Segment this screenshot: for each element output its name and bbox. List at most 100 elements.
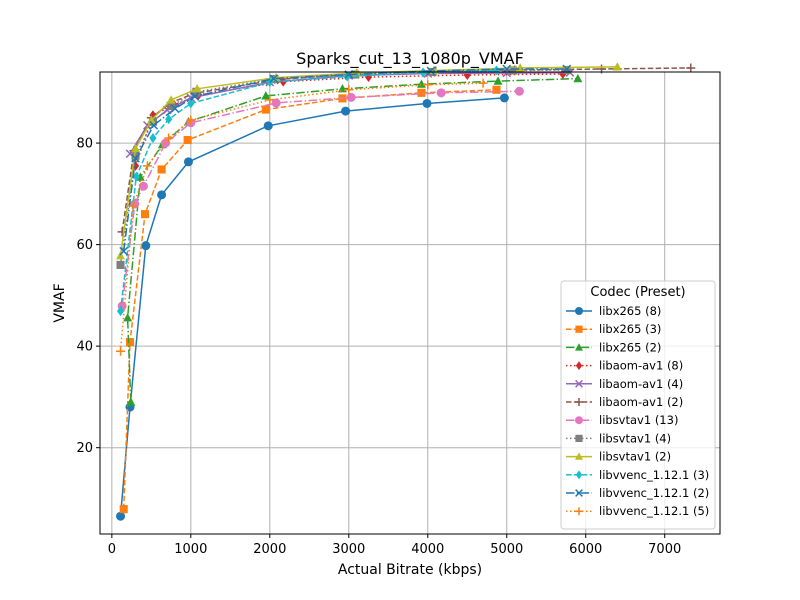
- data-point: [138, 181, 148, 191]
- legend-swatch-marker: [575, 379, 583, 388]
- legend-label: libaom-av1 (8): [599, 359, 683, 373]
- data-point: [164, 133, 174, 143]
- legend-label: libaom-av1 (2): [599, 395, 683, 409]
- x-tick-label: 7000: [648, 542, 681, 557]
- legend-item: libx265 (2): [566, 340, 661, 354]
- data-point: [478, 78, 488, 88]
- data-point: [165, 114, 173, 125]
- data-point: [499, 93, 509, 103]
- data-point: [612, 62, 622, 71]
- data-point: [419, 67, 427, 78]
- data-point: [265, 95, 275, 105]
- data-point: [463, 70, 471, 80]
- legend-item: libaom-av1 (8): [566, 359, 683, 373]
- data-point: [140, 210, 150, 219]
- data-point: [146, 115, 156, 124]
- y-tick-label: 80: [76, 137, 93, 152]
- legend-label: libx265 (2): [599, 340, 661, 354]
- data-point: [426, 66, 436, 76]
- data-point: [126, 397, 136, 406]
- legend-label: libaom-av1 (4): [599, 377, 683, 391]
- series-line: [126, 77, 578, 403]
- data-point: [149, 133, 157, 143]
- legend-label: libsvtav1 (13): [599, 413, 678, 427]
- legend-item: libsvtav1 (13): [566, 413, 678, 427]
- x-tick-label: 1000: [174, 542, 207, 557]
- data-point: [119, 246, 129, 256]
- data-point: [492, 65, 501, 76]
- series-11: [116, 78, 488, 356]
- data-point: [436, 88, 446, 98]
- data-point: [170, 104, 180, 113]
- data-point: [119, 505, 128, 514]
- legend-label: libsvtav1 (4): [599, 431, 671, 445]
- series-layer: [116, 62, 696, 521]
- legend-item: libaom-av1 (4): [566, 377, 683, 391]
- data-point: [417, 88, 426, 97]
- legend-label: libx265 (8): [599, 304, 661, 318]
- legend-swatch-marker: [575, 307, 583, 315]
- data-point: [131, 153, 140, 163]
- data-point: [123, 312, 133, 322]
- data-point: [131, 151, 140, 160]
- data-point: [186, 115, 196, 125]
- legend-item: libaom-av1 (2): [566, 395, 683, 409]
- legend-item: libvvenc_1.12.1 (2): [566, 486, 709, 500]
- legend-item: libsvtav1 (4): [566, 431, 671, 445]
- series-line: [134, 73, 563, 167]
- legend-label: libvvenc_1.12.1 (5): [599, 504, 709, 518]
- data-point: [344, 85, 354, 95]
- data-point: [125, 338, 135, 347]
- legend-swatch-marker: [575, 343, 583, 351]
- data-point: [422, 98, 432, 108]
- legend-swatch-marker: [575, 434, 583, 442]
- legend-label: libsvtav1 (2): [599, 450, 671, 464]
- data-point: [261, 105, 270, 114]
- data-point: [142, 161, 152, 171]
- data-point: [183, 157, 193, 167]
- data-point: [141, 241, 151, 251]
- legend-label: libvvenc_1.12.1 (3): [599, 468, 709, 482]
- y-tick-label: 40: [76, 340, 93, 355]
- legend-swatch-marker: [575, 470, 583, 480]
- data-point: [157, 165, 166, 174]
- data-point: [130, 199, 140, 209]
- data-point: [271, 98, 281, 108]
- data-point: [183, 135, 192, 145]
- data-point: [157, 190, 167, 200]
- x-tick-label: 6000: [569, 542, 602, 557]
- data-point: [167, 101, 176, 111]
- legend-swatch-marker: [575, 416, 583, 425]
- x-tick-label: 4000: [411, 542, 444, 557]
- data-point: [116, 511, 126, 521]
- legend-item: libvvenc_1.12.1 (5): [566, 504, 709, 518]
- legend-swatch-marker: [575, 361, 583, 370]
- y-axis-label: VMAF: [52, 283, 68, 322]
- data-point: [131, 143, 141, 153]
- legend-items: libx265 (8) libx265 (3) libx265 (2) libaom-…: [566, 304, 709, 518]
- ticks-layer: 0 1000 2000 3000 4000 5000 6000 7000 20 40 60 80: [76, 137, 681, 557]
- legend-swatch-marker: [575, 452, 583, 460]
- x-tick-label: 0: [108, 542, 116, 557]
- data-point: [493, 76, 503, 85]
- data-point: [261, 91, 271, 100]
- series-line: [119, 69, 567, 266]
- data-point: [423, 80, 433, 90]
- data-point: [116, 346, 126, 356]
- data-point: [166, 95, 176, 104]
- data-point: [341, 106, 351, 116]
- data-point: [149, 120, 159, 130]
- series-9: [116, 65, 501, 317]
- x-tick-label: 3000: [332, 542, 365, 557]
- series-line: [122, 68, 567, 252]
- x-tick-label: 2000: [253, 542, 286, 557]
- data-point: [128, 201, 138, 211]
- data-point: [132, 171, 140, 182]
- x-tick-label: 5000: [490, 542, 523, 557]
- data-point: [269, 74, 279, 83]
- y-tick-label: 20: [76, 441, 93, 456]
- legend-item: libx265 (8): [566, 304, 661, 318]
- legend-label: libvvenc_1.12.1 (2): [599, 486, 709, 500]
- legend-item: libx265 (3): [566, 322, 661, 336]
